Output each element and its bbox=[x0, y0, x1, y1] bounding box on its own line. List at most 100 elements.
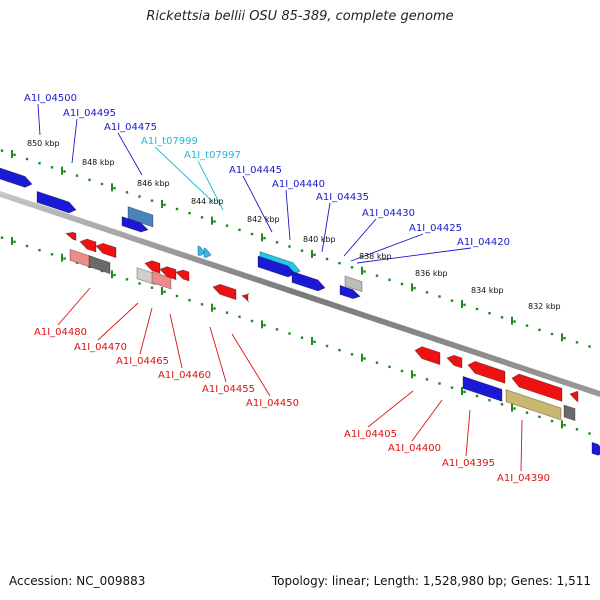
lower-scale-dot bbox=[513, 407, 516, 410]
upper-scale-dot bbox=[538, 328, 541, 332]
forward-gene-label: A1I_04420 bbox=[457, 237, 510, 248]
upper-scale-dot bbox=[200, 216, 204, 219]
scale-label-kbp: 840 kbp bbox=[303, 235, 336, 244]
lower-scale-dot bbox=[588, 432, 591, 435]
scale-label-kbp: 838 kbp bbox=[359, 252, 392, 261]
lower-scale-dot bbox=[325, 344, 329, 348]
reverse-gene-arrow bbox=[241, 293, 251, 303]
reverse-gene-label: A1I_04395 bbox=[442, 458, 495, 469]
upper-scale-dot bbox=[38, 161, 41, 165]
lower-scale-dot bbox=[338, 348, 341, 352]
forward-gene-label: A1I_04440 bbox=[272, 179, 325, 190]
gene-label-connector bbox=[97, 302, 139, 341]
lower-scale-dot bbox=[238, 315, 241, 319]
lower-scale-dot bbox=[163, 290, 166, 294]
upper-scale-dot bbox=[13, 153, 16, 157]
upper-scale-dot bbox=[63, 170, 66, 173]
reverse-gene-label: A1I_04480 bbox=[34, 327, 87, 338]
lower-scale-dot bbox=[13, 240, 16, 244]
forward-gene-label: A1I_04435 bbox=[316, 192, 369, 203]
gene-label-connector bbox=[321, 202, 331, 253]
scale-label-kbp: 832 kbp bbox=[528, 302, 561, 311]
upper-scale-dot bbox=[438, 295, 441, 298]
upper-scale-dot bbox=[388, 278, 391, 282]
upper-scale-dot bbox=[275, 241, 279, 244]
lower-scale-dot bbox=[550, 419, 554, 423]
reverse-gene-arrow bbox=[511, 373, 563, 402]
lower-scale-dot bbox=[125, 278, 129, 281]
forward-gene-label: A1I_04475 bbox=[104, 122, 157, 133]
upper-scale-dot bbox=[550, 332, 554, 336]
gene-label-connector bbox=[209, 326, 227, 383]
upper-scale-dot bbox=[300, 249, 304, 252]
reverse-gene-arrow bbox=[95, 242, 117, 259]
upper-scale-dot bbox=[400, 282, 404, 286]
upper-scale-dot bbox=[100, 182, 104, 186]
reverse-gene-label: A1I_04470 bbox=[74, 342, 127, 353]
gene-label-connector bbox=[411, 399, 443, 442]
upper-scale-dot bbox=[425, 291, 429, 294]
upper-scale-dot bbox=[325, 257, 329, 261]
lower-scale-dot bbox=[300, 336, 304, 339]
upper-scale-dot bbox=[125, 191, 129, 194]
lower-scale-dot bbox=[38, 248, 41, 252]
upper-scale-dot bbox=[88, 178, 91, 182]
forward-gene-label: A1I_04445 bbox=[229, 165, 282, 176]
gene-label-connector bbox=[117, 132, 143, 176]
forward-gene-arrow bbox=[0, 167, 33, 188]
lower-scale-dot bbox=[25, 244, 29, 248]
upper-scale-dot bbox=[113, 186, 116, 190]
forward-gene-label: A1I_04425 bbox=[409, 223, 462, 234]
upper-scale-dot bbox=[263, 236, 266, 240]
lower-scale-dot bbox=[375, 361, 379, 364]
upper-scale-dot bbox=[138, 195, 141, 198]
upper-scale-dot bbox=[225, 224, 229, 227]
gene-label-connector bbox=[154, 146, 214, 203]
upper-scale-dot bbox=[488, 311, 491, 315]
upper-scale-dot bbox=[163, 203, 166, 207]
gene-label-connector bbox=[71, 118, 78, 164]
scale-label-kbp: 842 kbp bbox=[247, 215, 280, 224]
trna-gene-arrow bbox=[197, 245, 206, 257]
upper-scale-dot bbox=[338, 261, 341, 265]
reverse-gene-arrow bbox=[79, 238, 97, 253]
reverse-gene-box bbox=[563, 404, 576, 422]
upper-scale-dot bbox=[188, 211, 191, 215]
scale-label-kbp: 848 kbp bbox=[82, 158, 115, 167]
lower-scale-dot bbox=[488, 398, 491, 402]
forward-gene-arrow bbox=[121, 216, 149, 233]
reverse-gene-arrow bbox=[175, 269, 190, 282]
upper-scale-dot bbox=[25, 157, 29, 161]
upper-scale-dot bbox=[350, 266, 354, 269]
lower-scale-dot bbox=[388, 365, 391, 369]
trna-gene-label: A1I_t07999 bbox=[141, 136, 198, 147]
upper-scale-dot bbox=[500, 316, 504, 319]
lower-scale-dot bbox=[250, 319, 254, 323]
scale-label-kbp: 844 kbp bbox=[191, 197, 224, 206]
gene-label-connector bbox=[285, 189, 291, 241]
upper-scale-dot bbox=[175, 207, 179, 211]
lower-scale-dot bbox=[0, 236, 4, 239]
lower-scale-dot bbox=[350, 353, 354, 356]
upper-scale-dot bbox=[563, 336, 566, 340]
gene-label-connector bbox=[37, 103, 41, 136]
reverse-gene-arrow bbox=[414, 346, 441, 366]
lower-scale-dot bbox=[463, 390, 466, 394]
scale-label-kbp: 834 kbp bbox=[471, 286, 504, 295]
upper-scale-dot bbox=[0, 149, 4, 152]
upper-scale-dot bbox=[288, 245, 291, 248]
scale-label-kbp: 836 kbp bbox=[415, 269, 448, 278]
upper-scale-dot bbox=[375, 274, 379, 277]
forward-gene-box bbox=[462, 375, 503, 402]
reverse-gene-box bbox=[88, 255, 111, 275]
accession-text: Accession: NC_009883 bbox=[9, 574, 146, 588]
upper-scale-dot bbox=[313, 253, 316, 257]
trna-gene-label: A1I_t07997 bbox=[184, 150, 241, 161]
upper-scale-dot bbox=[525, 324, 529, 327]
lower-scale-dot bbox=[525, 411, 529, 414]
upper-scale-dot bbox=[463, 303, 466, 307]
reverse-gene-arrow bbox=[65, 231, 77, 241]
reverse-gene-box bbox=[505, 389, 562, 421]
upper-scale-dot bbox=[50, 166, 54, 169]
forward-gene-arrow bbox=[591, 441, 600, 456]
